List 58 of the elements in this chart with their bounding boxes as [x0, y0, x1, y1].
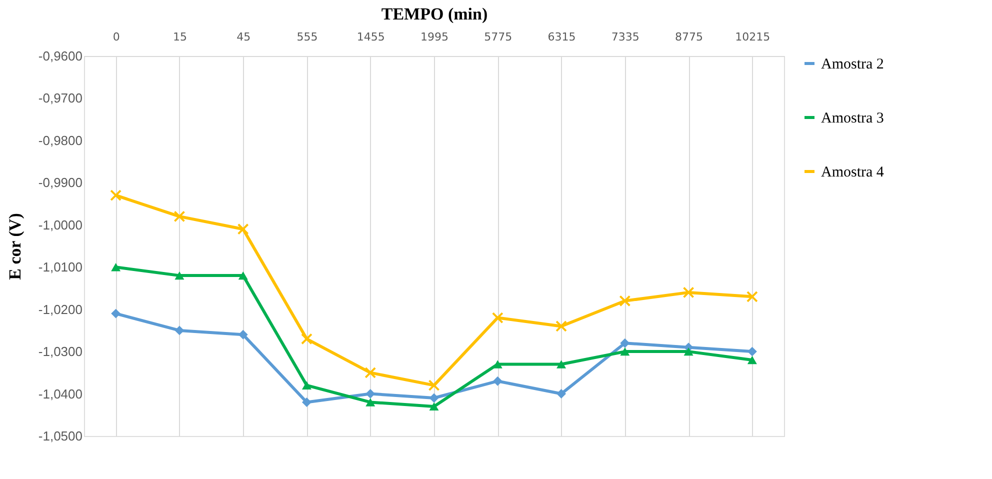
x-tick-label: 555	[296, 30, 318, 44]
point	[429, 393, 439, 403]
x-tick-label: 7335	[611, 30, 640, 44]
y-tick-label: -1,0500	[38, 428, 82, 444]
x-tick-label: 15	[172, 30, 187, 44]
point	[746, 290, 758, 302]
point	[111, 308, 121, 318]
point	[429, 402, 439, 411]
point	[237, 223, 249, 235]
point	[174, 271, 184, 280]
legend-label: Amostra 4	[821, 164, 884, 180]
x-tick-label: 1455	[356, 30, 385, 44]
point	[300, 333, 312, 345]
y-tick-label: -1,0100	[38, 260, 82, 275]
point	[556, 360, 566, 368]
point	[556, 320, 568, 332]
point	[492, 312, 504, 324]
point	[110, 190, 122, 202]
point	[428, 380, 440, 392]
y-tick-label: -1,0300	[38, 344, 82, 360]
point	[366, 398, 376, 406]
x-tick-label: 45	[236, 30, 251, 44]
point	[620, 338, 630, 348]
y-axis-title: E cor (V)	[5, 213, 24, 280]
point	[174, 210, 186, 222]
point	[364, 366, 376, 378]
legend-label: Amostra 3	[821, 110, 884, 126]
point	[302, 381, 312, 390]
point	[302, 397, 312, 407]
x-axis-title: TEMPO (min)	[381, 4, 488, 24]
point	[684, 347, 694, 356]
x-tick-label: 8775	[675, 30, 704, 44]
point	[492, 360, 502, 368]
legend-label: Amostra 2	[821, 56, 884, 72]
point	[747, 356, 757, 364]
point	[556, 389, 566, 399]
point	[174, 326, 184, 336]
point	[747, 346, 757, 356]
y-tick-label: -0,9600	[38, 48, 82, 64]
point	[620, 347, 630, 356]
y-tick-label: -0,9900	[38, 175, 82, 190]
point	[238, 271, 248, 280]
point	[492, 376, 502, 386]
x-tick-label: 5775	[484, 30, 512, 44]
x-tick-label: 6315	[548, 30, 576, 44]
point	[111, 263, 121, 272]
point	[682, 286, 694, 298]
y-tick-label: -0,9800	[38, 132, 82, 148]
x-tick-label: 10215	[735, 30, 770, 44]
point	[366, 389, 376, 399]
point	[238, 330, 248, 340]
y-tick-label: -1,0200	[38, 302, 82, 317]
y-tick-label: -0,9700	[38, 90, 82, 106]
y-tick-label: -1,0400	[38, 386, 82, 402]
x-tick-label: 1995	[420, 30, 448, 44]
y-tick-label: -1,0000	[38, 217, 82, 232]
point	[619, 295, 631, 307]
x-tick-label: 0	[112, 30, 120, 44]
